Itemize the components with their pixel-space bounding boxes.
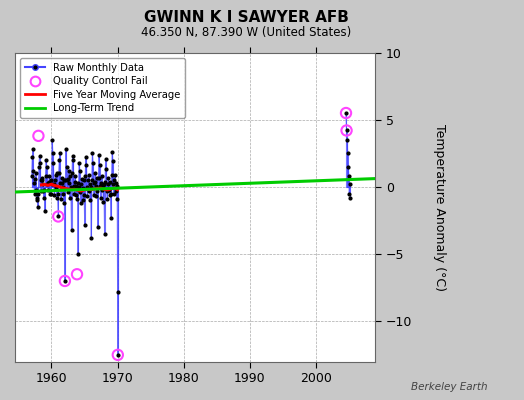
Point: [34, 133, 42, 139]
Y-axis label: Temperature Anomaly (°C): Temperature Anomaly (°C): [433, 124, 446, 290]
Legend: Raw Monthly Data, Quality Control Fail, Five Year Moving Average, Long-Term Tren: Raw Monthly Data, Quality Control Fail, …: [20, 58, 185, 118]
Point: [114, 352, 122, 358]
Text: GWINN K I SAWYER AFB: GWINN K I SAWYER AFB: [144, 10, 348, 25]
Point: [61, 278, 69, 284]
Point: [54, 213, 62, 220]
Text: 46.350 N, 87.390 W (United States): 46.350 N, 87.390 W (United States): [141, 26, 352, 39]
Point: [342, 127, 351, 134]
Point: [73, 271, 81, 278]
Point: [342, 110, 350, 116]
Text: Berkeley Earth: Berkeley Earth: [411, 382, 487, 392]
